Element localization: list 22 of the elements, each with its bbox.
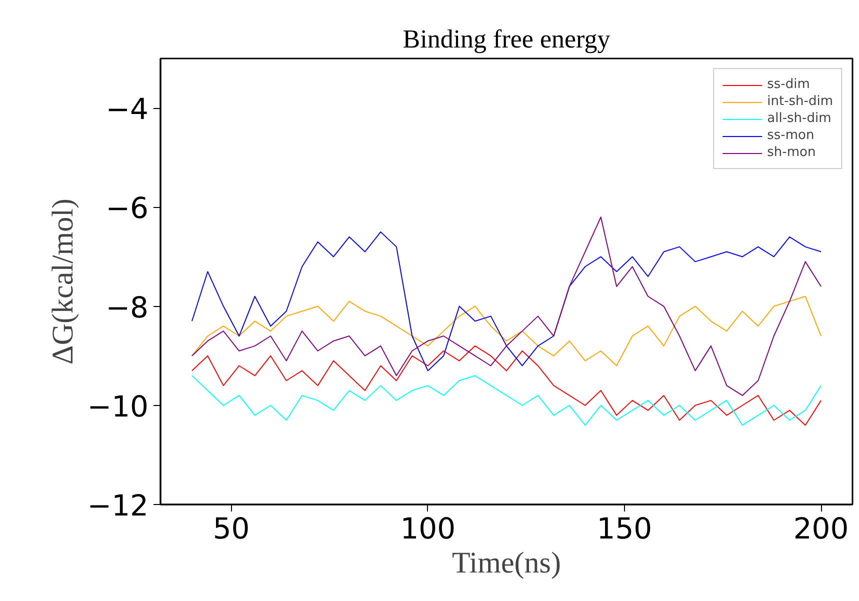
x-axis-title: Time(ns) (452, 546, 561, 580)
chart-title: Binding free energy (402, 24, 610, 54)
line-series (191, 231, 822, 372)
line-series (191, 216, 822, 396)
y-tick-label: −10 (87, 389, 149, 424)
x-tick-label: 150 (596, 512, 652, 546)
legend-label: all-sh-dim (767, 111, 832, 126)
legend-label: ss-mon (767, 128, 814, 143)
y-tick-label: −12 (87, 488, 149, 522)
legend-label: ss-dim (767, 77, 810, 92)
legend-label: int-sh-dim (767, 94, 833, 109)
legend-label: sh-mon (767, 145, 816, 160)
y-tick-label: −8 (106, 290, 148, 324)
x-tick-label: 50 (212, 512, 250, 546)
x-tick-label: 200 (793, 512, 849, 546)
line-series (191, 296, 822, 366)
y-tick-label: −4 (106, 92, 148, 126)
line-series (191, 375, 822, 426)
line-series (191, 345, 822, 426)
y-tick-label: −6 (106, 191, 148, 226)
x-tick-label: 100 (400, 512, 456, 546)
y-axis-title: ΔG(kcal/mol) (46, 198, 80, 364)
